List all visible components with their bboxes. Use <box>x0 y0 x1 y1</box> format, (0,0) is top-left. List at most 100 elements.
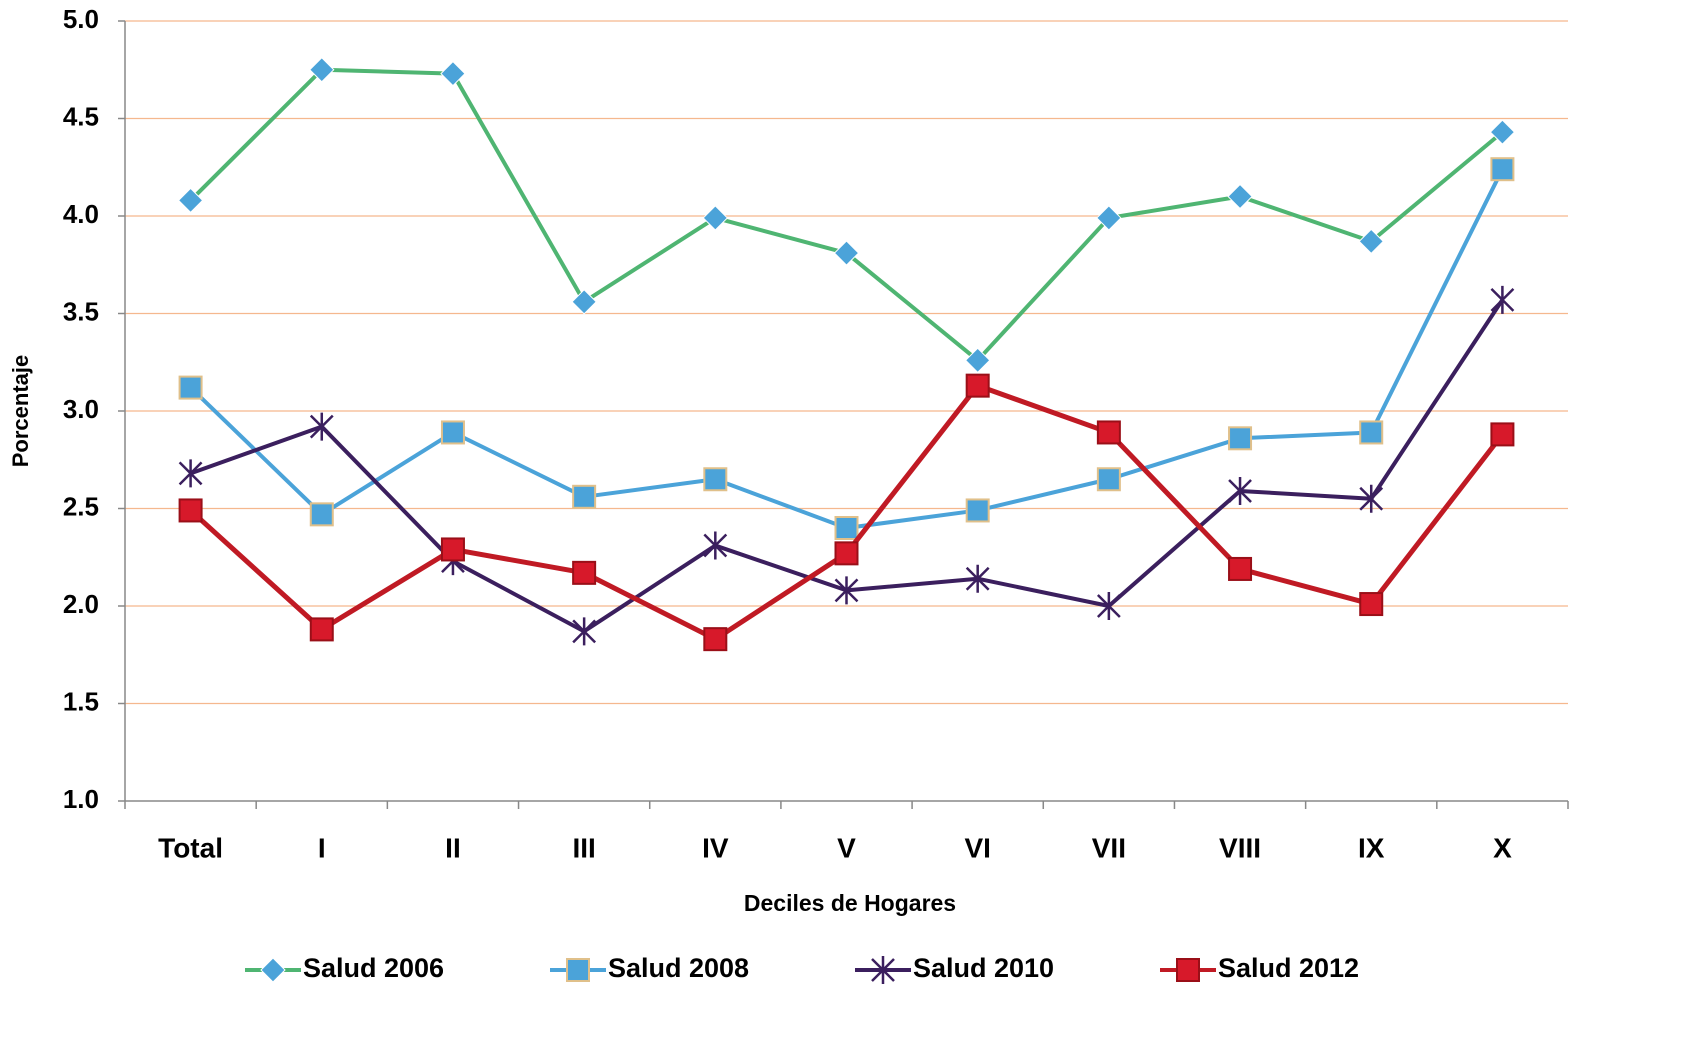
marker-shape <box>965 564 990 593</box>
marker <box>1096 467 1121 492</box>
marker-shape <box>964 347 991 374</box>
marker-shape <box>1490 285 1515 314</box>
marker <box>1359 592 1384 617</box>
y-tick-label: 2.5 <box>63 491 99 521</box>
marker-shape <box>440 420 465 445</box>
marker <box>1359 420 1384 445</box>
marker-shape <box>260 957 286 983</box>
marker <box>309 57 335 83</box>
marker-shape <box>833 240 860 266</box>
legend-label: Salud 2006 <box>303 953 444 983</box>
x-tick-label: IV <box>702 832 729 863</box>
marker <box>965 373 990 398</box>
x-tick-label: I <box>318 832 326 863</box>
x-tick-label: II <box>445 832 461 863</box>
x-tick-label: IX <box>1358 832 1385 863</box>
marker <box>309 502 334 527</box>
marker-shape <box>178 375 203 400</box>
y-axis-title: Porcentaje <box>8 355 33 468</box>
marker-shape <box>1228 476 1252 505</box>
marker <box>1490 285 1515 314</box>
y-tick-label: 4.0 <box>63 199 99 229</box>
legend-label: Salud 2012 <box>1218 953 1359 983</box>
marker-shape <box>440 537 465 562</box>
marker <box>1228 556 1253 581</box>
marker-shape <box>703 627 728 652</box>
marker-shape <box>1490 422 1515 447</box>
marker-shape <box>965 498 990 523</box>
marker <box>178 498 203 523</box>
marker <box>1096 205 1122 231</box>
marker-shape <box>834 576 859 605</box>
marker <box>1228 476 1252 505</box>
y-tick-label: 3.0 <box>63 394 99 424</box>
marker <box>1096 592 1121 620</box>
marker-shape <box>1359 592 1384 617</box>
marker <box>309 412 334 441</box>
x-tick-label: Total <box>158 832 223 863</box>
marker-shape <box>834 541 859 566</box>
x-tick-label: V <box>837 832 856 863</box>
marker-shape <box>309 412 334 441</box>
marker-shape <box>309 502 334 527</box>
marker <box>178 375 203 400</box>
marker-shape <box>1096 592 1121 620</box>
y-tick-label: 1.5 <box>63 686 99 716</box>
marker <box>1227 183 1253 210</box>
x-tick-label: VII <box>1092 832 1126 863</box>
marker <box>572 617 597 646</box>
marker <box>566 958 590 982</box>
marker <box>1176 958 1200 982</box>
marker-shape <box>965 373 990 398</box>
marker-shape <box>1096 420 1121 445</box>
marker <box>309 617 334 642</box>
marker <box>572 484 597 509</box>
marker-shape <box>177 187 204 214</box>
marker <box>703 627 728 652</box>
marker-shape <box>572 617 597 646</box>
marker-shape <box>1176 958 1200 982</box>
marker <box>1358 228 1384 255</box>
marker <box>965 564 990 593</box>
marker <box>260 957 286 983</box>
marker <box>834 576 859 605</box>
marker-shape <box>309 57 335 83</box>
marker-shape <box>1358 228 1384 255</box>
marker <box>1359 484 1384 513</box>
marker-shape <box>1489 119 1516 145</box>
marker-shape <box>309 617 334 642</box>
marker <box>702 205 729 231</box>
series-line <box>189 67 1504 363</box>
marker <box>571 289 597 315</box>
marker <box>1228 426 1253 451</box>
series-line <box>189 168 1505 530</box>
marker <box>703 467 728 492</box>
marker-shape <box>1227 183 1253 210</box>
marker <box>1490 422 1515 447</box>
marker-shape <box>178 498 203 523</box>
marker-shape <box>871 956 895 984</box>
marker-shape <box>178 459 203 488</box>
marker-shape <box>1228 556 1253 581</box>
y-tick-label: 5.0 <box>63 4 99 34</box>
marker-shape <box>566 958 590 982</box>
marker-shape <box>572 484 597 509</box>
marker-shape <box>572 560 597 585</box>
x-tick-label: III <box>572 832 595 863</box>
marker <box>572 560 597 585</box>
marker <box>703 531 728 560</box>
marker <box>440 537 465 562</box>
marker <box>177 187 204 214</box>
marker-shape <box>834 516 859 540</box>
legend-label: Salud 2008 <box>608 953 749 983</box>
y-tick-label: 1.0 <box>63 784 99 814</box>
marker <box>1490 157 1515 182</box>
x-tick-label: VIII <box>1219 832 1261 863</box>
marker <box>834 516 859 540</box>
marker <box>871 956 895 984</box>
marker-shape <box>571 289 597 315</box>
x-tick-label: X <box>1493 832 1512 863</box>
marker <box>833 240 860 266</box>
x-axis-title: Deciles de Hogares <box>744 890 956 916</box>
